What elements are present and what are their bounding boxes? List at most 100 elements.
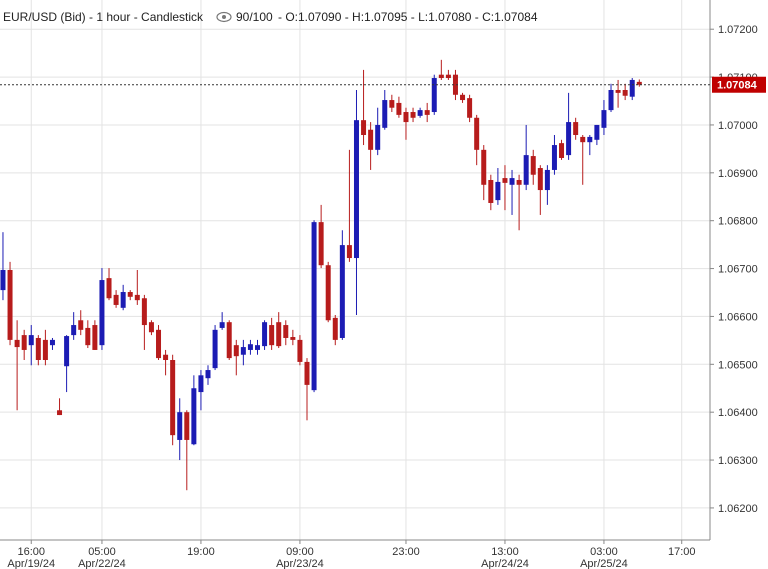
- candle-body: [488, 180, 494, 203]
- y-tick-label: 1.06400: [718, 407, 758, 419]
- candle-body: [389, 100, 395, 108]
- candle-body: [361, 120, 367, 135]
- candle-body: [163, 354, 169, 360]
- candle-body: [134, 294, 140, 301]
- candle-body: [615, 90, 621, 93]
- candle-body: [219, 322, 225, 328]
- candle-body: [502, 178, 508, 183]
- candle-body: [113, 294, 119, 305]
- y-tick-label: 1.07200: [718, 24, 758, 36]
- candle-body: [431, 78, 437, 113]
- candles: [0, 59, 642, 491]
- candle-body: [304, 361, 310, 385]
- candle-body: [276, 322, 282, 347]
- candle-body: [120, 292, 126, 308]
- candle-body: [551, 145, 557, 170]
- candle-body: [346, 245, 352, 259]
- candle-body: [184, 412, 190, 440]
- x-tick-label: 16:00: [17, 546, 45, 558]
- candle-body: [424, 110, 430, 115]
- candle-body: [85, 327, 91, 346]
- candle-body: [14, 339, 20, 348]
- candle-body: [290, 337, 296, 340]
- candle-body: [212, 329, 218, 369]
- candle-body: [49, 339, 55, 346]
- candle-body: [283, 325, 289, 338]
- candle-body: [495, 181, 501, 201]
- candle-body: [417, 110, 423, 116]
- x-tick-label: 19:00: [187, 546, 215, 558]
- candle-body: [481, 149, 487, 185]
- candle-body: [127, 292, 133, 297]
- candle-body: [21, 335, 27, 350]
- y-tick-label: 1.06600: [718, 311, 758, 323]
- candle-body: [311, 222, 317, 391]
- candle-body: [156, 329, 162, 359]
- candle-body: [240, 347, 246, 355]
- y-tick-label: 1.06200: [718, 503, 758, 515]
- y-tick-label: 1.06800: [718, 216, 758, 228]
- x-tick-label: 05:00: [88, 546, 116, 558]
- candle-body: [148, 322, 154, 333]
- candle-body: [198, 375, 204, 393]
- x-tick-label: 13:00: [491, 546, 519, 558]
- candle-body: [106, 278, 112, 299]
- candle-body: [262, 322, 268, 347]
- current-price-box: [712, 76, 766, 93]
- candle-body: [523, 155, 529, 185]
- candle-body: [594, 124, 600, 140]
- candle-body: [325, 265, 331, 321]
- candle-body: [509, 178, 515, 185]
- candle-body: [0, 270, 6, 291]
- candle-body: [544, 169, 550, 191]
- x-tick-label: 17:00: [668, 546, 696, 558]
- candle-body: [255, 345, 261, 350]
- y-tick-label: 1.06900: [718, 168, 758, 180]
- y-tick-label: 1.06500: [718, 359, 758, 371]
- candle-body: [64, 336, 70, 367]
- candle-body: [170, 360, 176, 436]
- candle-body: [353, 120, 359, 259]
- candle-body: [339, 245, 345, 338]
- header-count: 90/100: [236, 10, 273, 24]
- candle-body: [516, 180, 522, 185]
- candle-body: [141, 298, 147, 326]
- y-tick-label: 1.07000: [718, 120, 758, 132]
- candle-body: [28, 335, 34, 346]
- candle-body: [608, 90, 614, 111]
- candle-body: [460, 94, 466, 101]
- candle-body: [622, 90, 628, 96]
- candle-body: [375, 124, 381, 150]
- candle-body: [580, 136, 586, 143]
- x-tick-date: Apr/25/24: [580, 558, 628, 569]
- x-tick-date: Apr/24/24: [481, 558, 529, 569]
- candle-body: [233, 345, 239, 357]
- candle-body: [92, 325, 98, 350]
- candle-body: [438, 74, 444, 79]
- candle-body: [318, 222, 324, 266]
- candle-body: [601, 110, 607, 128]
- candle-body: [410, 112, 416, 118]
- x-tick-label: 09:00: [286, 546, 314, 558]
- candle-body: [629, 79, 635, 97]
- candle-body: [452, 74, 458, 95]
- x-tick-date: Apr/19/24: [7, 558, 55, 569]
- candle-body: [269, 325, 275, 346]
- header-title: EUR/USD (Bid) - 1 hour - Candlestick: [3, 10, 204, 24]
- candle-body: [537, 168, 543, 191]
- candle-body: [636, 81, 642, 85]
- candle-body: [78, 320, 84, 330]
- candle-body: [559, 143, 565, 158]
- candle-body: [7, 270, 13, 340]
- candle-body: [587, 136, 593, 143]
- candle-body: [332, 317, 338, 340]
- candle-body: [573, 122, 579, 135]
- candle-body: [368, 129, 374, 150]
- candle-body: [226, 322, 232, 359]
- candle-body: [530, 156, 536, 175]
- candle-body: [396, 102, 402, 115]
- y-tick-label: 1.06300: [718, 455, 758, 467]
